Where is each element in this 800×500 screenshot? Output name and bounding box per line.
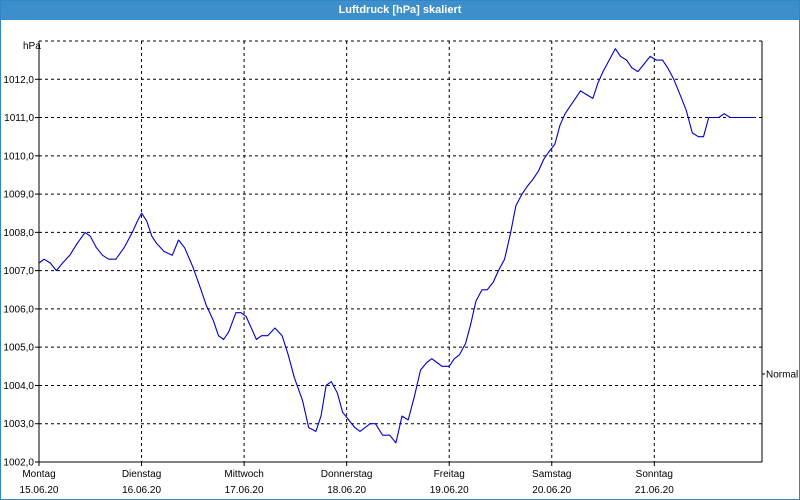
x-tick-label-date: 17.06.20 bbox=[225, 485, 264, 496]
y-tick-label: 1011,0 bbox=[4, 113, 34, 124]
y-tick-label: 1007,0 bbox=[3, 266, 34, 277]
y-tick-label: 1004,0 bbox=[3, 381, 34, 392]
y-tick-label: 1002,0 bbox=[3, 458, 34, 469]
x-tick-label-date: 21.06.20 bbox=[635, 485, 674, 496]
x-tick-label-day: Samstag bbox=[532, 469, 571, 480]
x-tick-label-date: 16.06.20 bbox=[122, 485, 161, 496]
x-tick-label-day: Donnerstag bbox=[321, 469, 373, 480]
normal-label: Normal bbox=[766, 369, 798, 380]
y-tick-label: 1009,0 bbox=[3, 190, 34, 201]
x-tick-label-date: 19.06.20 bbox=[430, 485, 469, 496]
x-tick-label-day: Mittwoch bbox=[224, 469, 263, 480]
x-tick-label-date: 20.06.20 bbox=[532, 485, 571, 496]
y-tick-label: 1010,0 bbox=[3, 151, 34, 162]
pressure-series-line bbox=[38, 48, 755, 444]
x-tick-label-date: 18.06.20 bbox=[327, 485, 366, 496]
y-tick-label: 1003,0 bbox=[3, 419, 34, 430]
y-tick-label: 1006,0 bbox=[3, 304, 34, 315]
x-tick-label-day: Sonntag bbox=[636, 469, 673, 480]
y-axis-label: hPa bbox=[23, 41, 41, 52]
y-tick-label: 1008,0 bbox=[3, 228, 34, 239]
x-tick-label-day: Dienstag bbox=[122, 469, 161, 480]
pressure-chart: 1002,0 1003,0 1004,0 1005,0 1006,0 1007,0 1008… bbox=[3, 40, 798, 496]
y-tick-label: 1005,0 bbox=[3, 343, 34, 354]
x-tick-label-day: Montag bbox=[22, 469, 55, 480]
y-tick-label: 1012,0 bbox=[3, 75, 34, 86]
x-tick-label-day: Freitag bbox=[434, 469, 465, 480]
x-tick-label-date: 15.06.20 bbox=[20, 485, 59, 496]
chart-title: Luftdruck [hPa] skaliert bbox=[1, 1, 799, 20]
